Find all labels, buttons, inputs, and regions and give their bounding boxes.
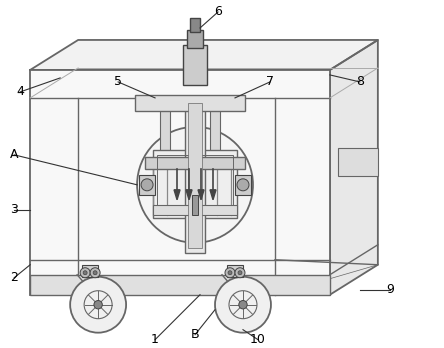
Circle shape (215, 277, 271, 333)
Circle shape (239, 301, 247, 309)
Bar (145, 157, 245, 169)
Bar (139, 175, 155, 195)
Bar (30, 70, 330, 295)
Circle shape (238, 271, 242, 275)
Text: 6: 6 (214, 6, 222, 18)
Bar (160, 108, 170, 188)
Text: A: A (10, 148, 19, 161)
Bar (153, 205, 237, 215)
Bar (153, 150, 237, 218)
Polygon shape (186, 190, 192, 200)
Text: 8: 8 (356, 76, 364, 88)
Bar (82, 265, 98, 277)
Text: 10: 10 (250, 333, 266, 346)
Text: 7: 7 (266, 76, 274, 88)
Circle shape (137, 127, 253, 243)
Polygon shape (174, 190, 180, 200)
Circle shape (70, 277, 126, 333)
Circle shape (94, 301, 102, 309)
Polygon shape (210, 190, 216, 200)
Polygon shape (30, 40, 378, 70)
Bar (30, 275, 330, 295)
Bar (188, 103, 202, 248)
Bar (227, 265, 243, 277)
Circle shape (225, 268, 235, 278)
Circle shape (228, 271, 232, 275)
Text: 9: 9 (386, 283, 394, 296)
Bar (135, 95, 245, 111)
Text: 4: 4 (16, 85, 24, 98)
Text: 1: 1 (151, 333, 159, 346)
Circle shape (141, 179, 153, 191)
Circle shape (235, 268, 245, 278)
Circle shape (80, 268, 90, 278)
Polygon shape (198, 190, 204, 200)
Bar (190, 18, 200, 32)
Bar (185, 98, 205, 253)
Bar (187, 30, 203, 48)
Bar (183, 45, 207, 85)
Text: 3: 3 (10, 203, 18, 216)
Bar (235, 175, 251, 195)
Text: 5: 5 (114, 76, 122, 88)
Bar (338, 148, 378, 176)
Text: B: B (191, 328, 199, 341)
Circle shape (93, 271, 97, 275)
Bar (192, 195, 198, 215)
Circle shape (83, 271, 87, 275)
Bar (157, 155, 233, 213)
Circle shape (237, 179, 249, 191)
Bar (210, 108, 220, 188)
Polygon shape (330, 40, 378, 295)
Text: 2: 2 (10, 271, 18, 284)
Circle shape (90, 268, 100, 278)
